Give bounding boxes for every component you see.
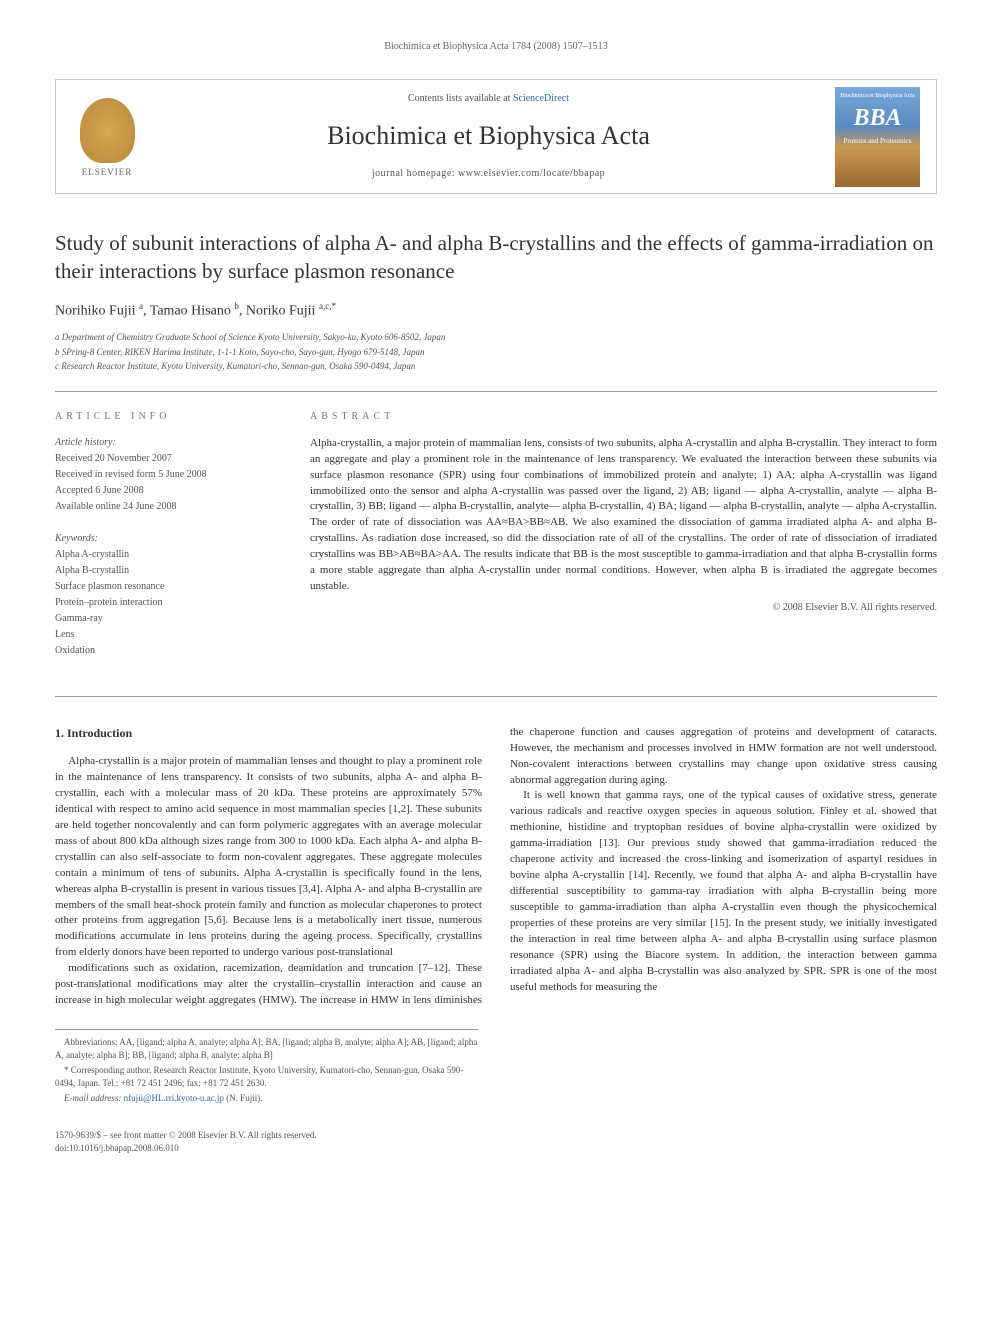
- contents-prefix: Contents lists available at: [408, 93, 513, 104]
- elsevier-logo: ELSEVIER: [72, 94, 142, 179]
- introduction-section: 1. Introduction Alpha-crystallin is a ma…: [55, 725, 937, 1009]
- homepage-url: www.elsevier.com/locate/bbapap: [458, 168, 605, 179]
- keyword-line: Oxidation: [55, 644, 280, 658]
- history-line: Accepted 6 June 2008: [55, 484, 280, 498]
- elsevier-label: ELSEVIER: [82, 166, 133, 179]
- info-abstract-row: ARTICLE INFO Article history: Received 2…: [55, 410, 937, 676]
- keyword-line: Surface plasmon resonance: [55, 580, 280, 594]
- journal-header: ELSEVIER Contents lists available at Sci…: [55, 79, 937, 194]
- email-suffix: (N. Fujii).: [224, 1093, 263, 1103]
- bba-sub-label: Proteins and Proteomics: [843, 137, 911, 147]
- bba-big-label: BBA: [853, 102, 901, 136]
- elsevier-tree-icon: [80, 98, 135, 163]
- abstract-text: Alpha-crystallin, a major protein of mam…: [310, 436, 937, 595]
- intro-heading: 1. Introduction: [55, 725, 482, 742]
- history-heading: Article history:: [55, 436, 280, 450]
- divider: [55, 391, 937, 392]
- affiliation-line: a Department of Chemistry Graduate Schoo…: [55, 331, 937, 344]
- intro-paragraph: It is well known that gamma rays, one of…: [510, 788, 937, 995]
- journal-title: Biochimica et Biophysica Acta: [142, 118, 835, 154]
- corresponding-author-footnote: * Corresponding author. Research Reactor…: [55, 1064, 478, 1089]
- article-title: Study of subunit interactions of alpha A…: [55, 229, 937, 286]
- footer-left: 1570-9639/$ – see front matter © 2008 El…: [55, 1129, 317, 1154]
- history-line: Received in revised form 5 June 2008: [55, 468, 280, 482]
- abstract-column: ABSTRACT Alpha-crystallin, a major prote…: [310, 410, 937, 676]
- keyword-line: Alpha A-crystallin: [55, 548, 280, 562]
- keywords-heading: Keywords:: [55, 532, 280, 546]
- contents-available-line: Contents lists available at ScienceDirec…: [142, 92, 835, 106]
- abstract-heading: ABSTRACT: [310, 410, 937, 424]
- keyword-line: Protein–protein interaction: [55, 596, 280, 610]
- divider: [55, 696, 937, 697]
- email-link[interactable]: nfujii@HL.rri.kyoto-u.ac.jp: [124, 1093, 224, 1103]
- article-history-block: Article history: Received 20 November 20…: [55, 436, 280, 514]
- affiliation-line: b SPring-8 Center, RIKEN Harima Institut…: [55, 346, 937, 359]
- running-header: Biochimica et Biophysica Acta 1784 (2008…: [55, 40, 937, 54]
- homepage-label: journal homepage:: [372, 168, 458, 179]
- keyword-line: Gamma-ray: [55, 612, 280, 626]
- keyword-line: Alpha B-crystallin: [55, 564, 280, 578]
- affiliation-line: c Research Reactor Institute, Kyoto Univ…: [55, 360, 937, 373]
- article-info-heading: ARTICLE INFO: [55, 410, 280, 424]
- article-info-column: ARTICLE INFO Article history: Received 2…: [55, 410, 280, 676]
- keyword-line: Lens: [55, 628, 280, 642]
- intro-paragraph: Alpha-crystallin is a major protein of m…: [55, 754, 482, 961]
- page-footer: 1570-9639/$ – see front matter © 2008 El…: [55, 1129, 937, 1154]
- bba-top-text: Biochimica et Biophysica Acta: [840, 92, 914, 100]
- history-line: Available online 24 June 2008: [55, 500, 280, 514]
- footnotes: Abbreviations: AA, [ligand; alpha A, ana…: [55, 1029, 478, 1105]
- keywords-block: Keywords: Alpha A-crystallin Alpha B-crys…: [55, 532, 280, 658]
- journal-header-center: Contents lists available at ScienceDirec…: [142, 92, 835, 180]
- email-label: E-mail address:: [64, 1093, 124, 1103]
- issn-line: 1570-9639/$ – see front matter © 2008 El…: [55, 1129, 317, 1142]
- body-two-column: 1. Introduction Alpha-crystallin is a ma…: [55, 725, 937, 1009]
- email-footnote: E-mail address: nfujii@HL.rri.kyoto-u.ac…: [55, 1092, 478, 1105]
- history-line: Received 20 November 2007: [55, 452, 280, 466]
- authors-line: Norihiko Fujii a, Tamao Hisano b, Noriko…: [55, 300, 937, 321]
- abstract-copyright: © 2008 Elsevier B.V. All rights reserved…: [310, 601, 937, 615]
- doi-line: doi:10.1016/j.bbapap.2008.06.010: [55, 1142, 317, 1155]
- affiliations: a Department of Chemistry Graduate Schoo…: [55, 331, 937, 373]
- sciencedirect-link[interactable]: ScienceDirect: [513, 93, 569, 104]
- bba-cover-thumbnail: Biochimica et Biophysica Acta BBA Protei…: [835, 87, 920, 187]
- abbreviations-footnote: Abbreviations: AA, [ligand; alpha A, ana…: [55, 1036, 478, 1061]
- journal-homepage: journal homepage: www.elsevier.com/locat…: [142, 167, 835, 181]
